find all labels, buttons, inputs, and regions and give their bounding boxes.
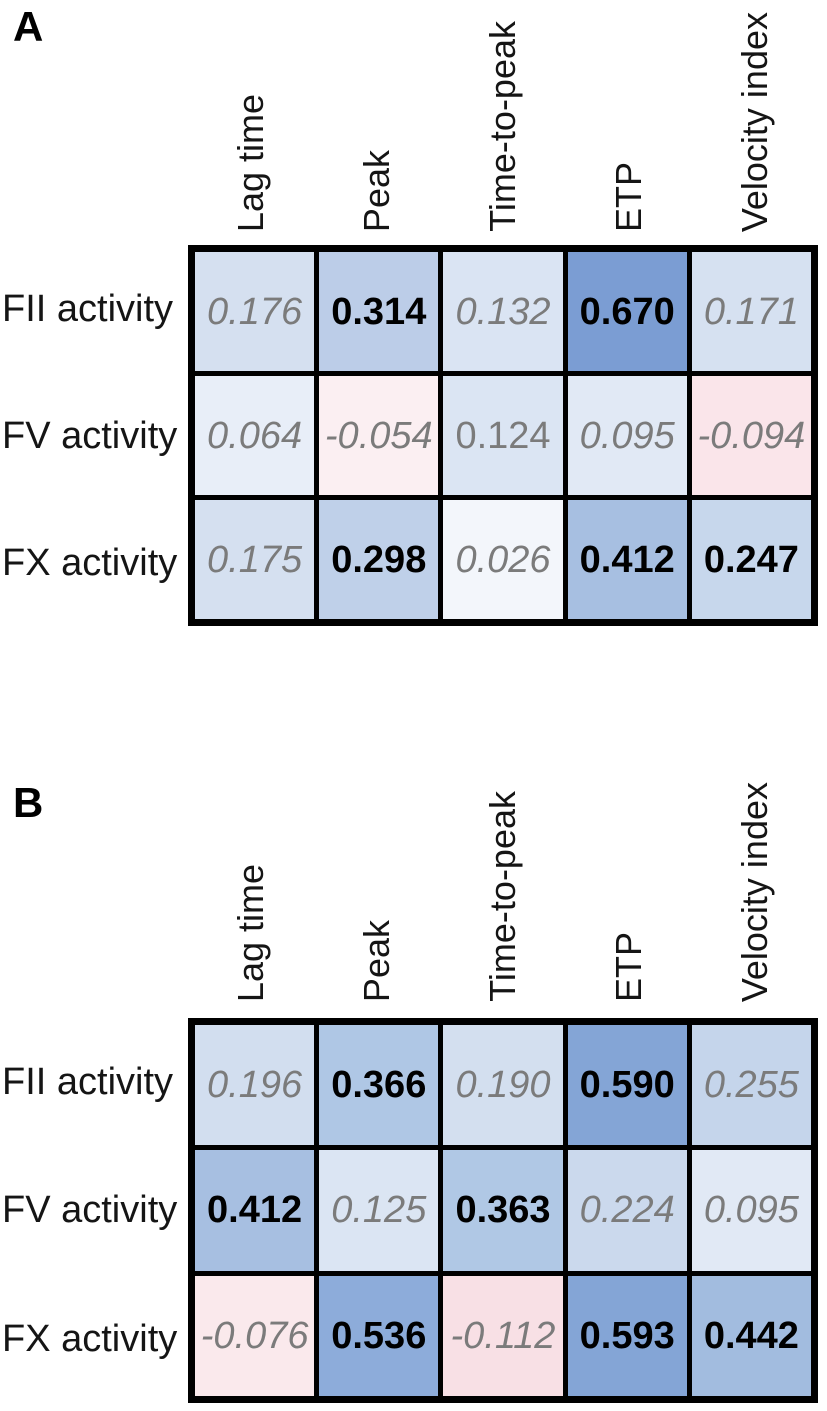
column-header-label: Velocity index — [734, 11, 775, 232]
correlation-value: -0.094 — [697, 414, 806, 457]
correlation-value: 0.363 — [455, 1189, 551, 1232]
column-header: ETP — [566, 2, 692, 232]
correlation-value: 0.590 — [579, 1064, 675, 1107]
matrix-cell: 0.536 — [319, 1275, 439, 1396]
correlation-value: 0.175 — [207, 538, 303, 581]
matrix-cell: 0.064 — [195, 376, 315, 495]
correlation-value: 0.171 — [703, 290, 799, 333]
column-header: Velocity index — [692, 772, 818, 1002]
matrix-cell: 0.132 — [443, 252, 563, 371]
column-header: Time-to-peak — [440, 2, 566, 232]
correlation-value: 0.124 — [455, 414, 551, 457]
column-header-label: Peak — [356, 919, 397, 1002]
correlation-value: -0.054 — [324, 414, 433, 457]
column-header-label: ETP — [608, 161, 649, 232]
matrix-cell: 0.593 — [567, 1275, 687, 1396]
panel-b-row-labels: FII activity FV activity FX activity — [2, 1018, 186, 1403]
column-header-label: Time-to-peak — [482, 21, 523, 232]
panel-a-heatmap: 0.176 0.314 0.132 0.670 0.171 0.064 -0.054 0.12… — [188, 245, 818, 626]
column-header: ETP — [566, 772, 692, 1002]
column-header: Time-to-peak — [440, 772, 566, 1002]
correlation-value: 0.255 — [703, 1064, 799, 1107]
column-header: Peak — [314, 2, 440, 232]
matrix-cell: 0.124 — [443, 376, 563, 495]
correlation-value: 0.064 — [207, 414, 303, 457]
matrix-cell: 0.095 — [567, 376, 687, 495]
correlation-value: 0.442 — [703, 1314, 799, 1357]
correlation-value: 0.314 — [331, 290, 427, 333]
correlation-value: 0.196 — [207, 1064, 303, 1107]
matrix-cell: 0.412 — [567, 500, 687, 619]
column-header: Lag time — [188, 772, 314, 1002]
matrix-cell: 0.224 — [567, 1150, 687, 1271]
column-header-label: Lag time — [230, 93, 271, 232]
row-label: FV activity — [2, 1189, 178, 1232]
correlation-value: 0.412 — [579, 538, 675, 581]
matrix-cell: 0.171 — [691, 252, 811, 371]
matrix-cell: 0.366 — [319, 1025, 439, 1146]
matrix-cell: 0.247 — [691, 500, 811, 619]
matrix-cell: 0.125 — [319, 1150, 439, 1271]
panel-a-row-labels: FII activity FV activity FX activity — [2, 245, 186, 626]
correlation-value: 0.095 — [703, 1189, 799, 1232]
column-header: Velocity index — [692, 2, 818, 232]
correlation-value: 0.593 — [579, 1314, 675, 1357]
panel-b-heatmap: 0.196 0.366 0.190 0.590 0.255 0.412 0.125 0.363… — [188, 1018, 818, 1403]
matrix-cell: -0.094 — [691, 376, 811, 495]
column-header-label: Velocity index — [734, 781, 775, 1002]
correlation-value: 0.298 — [331, 538, 427, 581]
row-label: FII activity — [2, 1061, 174, 1104]
column-header-label: Time-to-peak — [482, 791, 523, 1002]
correlation-value: 0.095 — [579, 414, 675, 457]
column-header-label: Peak — [356, 149, 397, 232]
panel-b-column-headers: Lag time Peak Time-to-peak ETP Velocity inde… — [188, 772, 818, 1002]
row-label: FX activity — [2, 541, 178, 584]
column-header-label: ETP — [608, 931, 649, 1002]
correlation-value: 0.224 — [579, 1189, 675, 1232]
correlation-value: 0.247 — [703, 538, 799, 581]
row-label: FX activity — [2, 1317, 178, 1360]
matrix-cell: -0.076 — [195, 1275, 315, 1396]
correlation-value: -0.112 — [450, 1314, 556, 1357]
matrix-cell: 0.255 — [691, 1025, 811, 1146]
correlation-value: 0.026 — [455, 538, 551, 581]
matrix-cell: 0.442 — [691, 1275, 811, 1396]
matrix-cell: 0.175 — [195, 500, 315, 619]
correlation-value: 0.176 — [207, 290, 303, 333]
correlation-value: 0.125 — [331, 1189, 427, 1232]
matrix-cell: -0.112 — [443, 1275, 563, 1396]
matrix-cell: 0.363 — [443, 1150, 563, 1271]
correlation-value: 0.190 — [455, 1064, 551, 1107]
matrix-cell: 0.314 — [319, 252, 439, 371]
column-header-label: Lag time — [230, 863, 271, 1002]
matrix-cell: 0.196 — [195, 1025, 315, 1146]
matrix-cell: 0.590 — [567, 1025, 687, 1146]
matrix-cell: 0.670 — [567, 252, 687, 371]
matrix-cell: -0.054 — [319, 376, 439, 495]
matrix-cell: 0.190 — [443, 1025, 563, 1146]
row-label: FII activity — [2, 287, 174, 330]
matrix-cell: 0.095 — [691, 1150, 811, 1271]
column-header: Lag time — [188, 2, 314, 232]
row-label: FV activity — [2, 414, 178, 457]
panel-b-label: B — [13, 779, 44, 826]
panel-a-label: A — [13, 3, 44, 50]
correlation-value: 0.536 — [331, 1314, 427, 1357]
correlation-value: 0.366 — [331, 1064, 427, 1107]
matrix-cell: 0.176 — [195, 252, 315, 371]
correlation-value: 0.132 — [455, 290, 551, 333]
column-header: Peak — [314, 772, 440, 1002]
matrix-cell: 0.412 — [195, 1150, 315, 1271]
correlation-value: -0.076 — [200, 1314, 309, 1357]
panel-a-column-headers: Lag time Peak Time-to-peak ETP Velocity inde… — [188, 2, 818, 232]
matrix-cell: 0.026 — [443, 500, 563, 619]
matrix-cell: 0.298 — [319, 500, 439, 619]
correlation-value: 0.670 — [579, 290, 675, 333]
correlation-value: 0.412 — [207, 1189, 303, 1232]
